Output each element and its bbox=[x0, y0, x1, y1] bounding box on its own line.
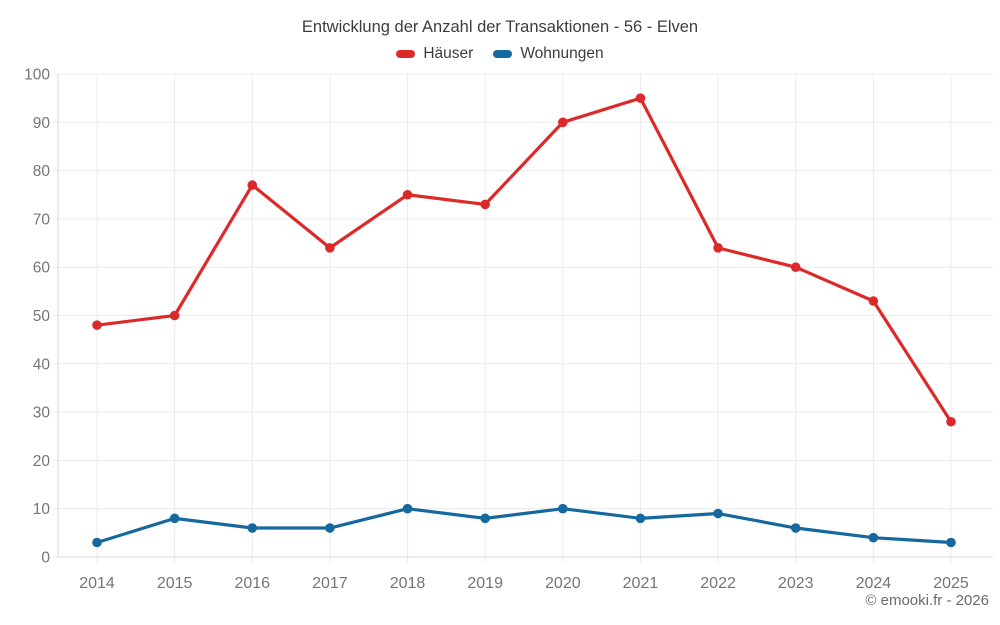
legend: Häuser Wohnungen bbox=[0, 45, 1000, 63]
x-tick-label: 2024 bbox=[856, 575, 892, 592]
x-tick-label: 2019 bbox=[467, 575, 503, 592]
series-0-point[interactable] bbox=[790, 262, 801, 273]
series-1-point[interactable] bbox=[325, 523, 335, 533]
series-1-point[interactable] bbox=[946, 537, 956, 548]
y-tick-label: 0 bbox=[41, 550, 50, 567]
series-0-point[interactable] bbox=[402, 189, 413, 200]
x-tick-label: 2023 bbox=[778, 575, 814, 592]
legend-label-hauser: Häuser bbox=[423, 45, 474, 62]
series-0-point[interactable] bbox=[713, 243, 723, 253]
series-0-point[interactable] bbox=[169, 310, 180, 321]
y-tick-label: 20 bbox=[33, 453, 51, 470]
series-1-point[interactable] bbox=[169, 513, 180, 524]
legend-item-hauser[interactable]: Häuser bbox=[396, 45, 473, 63]
series-1-point[interactable] bbox=[713, 508, 723, 519]
series-1-point[interactable] bbox=[92, 537, 102, 548]
x-tick-label: 2017 bbox=[312, 575, 348, 592]
series-0-point[interactable] bbox=[868, 296, 879, 306]
y-tick-label: 10 bbox=[33, 501, 51, 518]
series-1-point[interactable] bbox=[247, 523, 258, 533]
y-tick-label: 80 bbox=[33, 163, 51, 180]
series-1-point[interactable] bbox=[402, 503, 413, 514]
chart-title: Entwicklung der Anzahl der Transaktionen… bbox=[301, 18, 699, 36]
series-0-point[interactable] bbox=[247, 180, 258, 190]
x-tick-label: 2015 bbox=[157, 575, 193, 592]
series-1-point[interactable] bbox=[558, 503, 568, 514]
x-tick-label: 2021 bbox=[623, 575, 659, 592]
y-tick-label: 100 bbox=[24, 67, 50, 84]
y-tick-label: 70 bbox=[33, 211, 51, 228]
series-0-point[interactable] bbox=[635, 93, 646, 103]
x-tick-label: 2014 bbox=[79, 575, 115, 592]
x-tick-label: 2016 bbox=[234, 575, 270, 592]
series-1-point[interactable] bbox=[635, 513, 646, 524]
y-tick-label: 90 bbox=[33, 115, 51, 132]
y-tick-label: 40 bbox=[33, 356, 51, 373]
y-tick-label: 50 bbox=[33, 308, 51, 325]
series-line-0 bbox=[95, 96, 953, 424]
series-1-point[interactable] bbox=[480, 513, 490, 524]
x-tick-label: 2018 bbox=[390, 575, 426, 592]
series-1-point[interactable] bbox=[868, 532, 879, 543]
y-tick-label: 60 bbox=[33, 260, 51, 277]
series-0-point[interactable] bbox=[558, 117, 568, 128]
legend-swatch-hauser bbox=[396, 50, 416, 58]
x-tick-label: 2020 bbox=[545, 575, 581, 592]
x-tick-label: 2025 bbox=[933, 575, 969, 592]
x-tick-label: 2022 bbox=[700, 575, 736, 592]
series-0-point[interactable] bbox=[946, 416, 956, 427]
legend-item-wohnungen[interactable]: Wohnungen bbox=[493, 45, 604, 63]
series-1-point[interactable] bbox=[790, 523, 801, 533]
series-0-point[interactable] bbox=[325, 243, 335, 253]
series-0-point[interactable] bbox=[480, 199, 490, 210]
y-tick-label: 30 bbox=[33, 405, 51, 422]
copyright: © emooki.fr - 2026 bbox=[865, 592, 989, 609]
legend-label-wohnungen: Wohnungen bbox=[520, 45, 604, 62]
legend-swatch-wohnungen bbox=[493, 50, 513, 58]
series-0-point[interactable] bbox=[92, 320, 102, 330]
series-line-1 bbox=[95, 507, 953, 545]
